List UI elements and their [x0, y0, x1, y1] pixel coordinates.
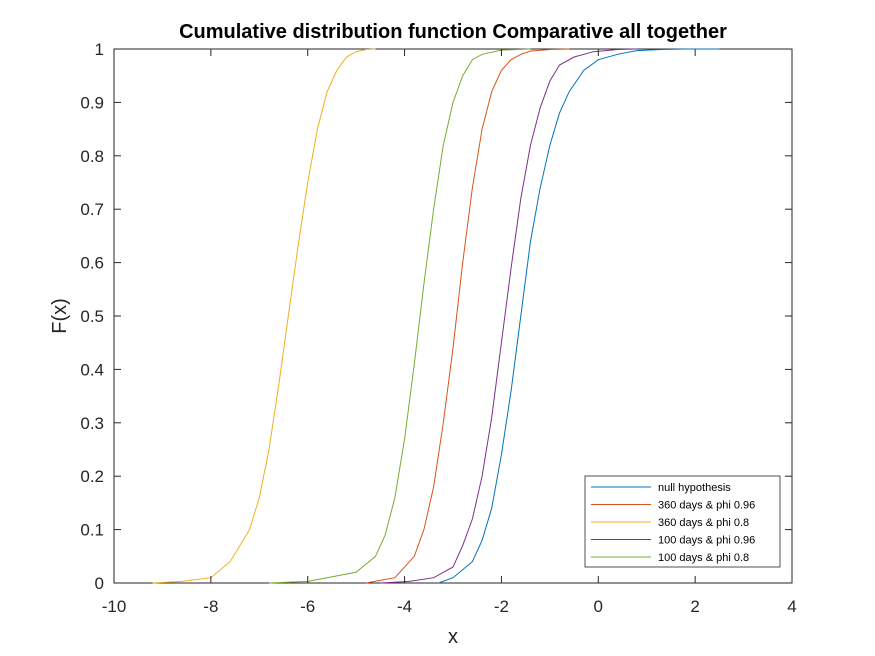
legend-label-2: 360 days & phi 0.96	[658, 500, 755, 512]
legend-label-4: 100 days & phi 0.96	[658, 535, 755, 547]
x-tick-label: 2	[690, 597, 699, 616]
y-tick-label: 0.1	[80, 521, 104, 540]
y-tick-label: 0.2	[80, 467, 104, 486]
y-tick-label: 0.7	[80, 200, 104, 219]
y-axis-label: F(x)	[49, 298, 71, 334]
x-axis-label: x	[448, 626, 458, 648]
y-tick-label: 0.4	[80, 360, 104, 379]
y-tick-label: 0.9	[80, 93, 104, 112]
chart-title: Cumulative distribution function Compara…	[179, 21, 727, 43]
series-line-1	[438, 48, 720, 584]
y-tick-label: 0.3	[80, 414, 104, 433]
legend: null hypothesis 360 days & phi 0.96 360 da…	[584, 475, 781, 568]
tick-layer: -10 -8 -6 -4 -2 0 2 4 0 0.1 0.2 0.3 0.4 0.5 0.6 0.7 0.8 0…	[80, 40, 796, 616]
x-tick-label: -6	[300, 597, 315, 616]
x-tick-label: -10	[102, 597, 127, 616]
series-line-3	[152, 48, 376, 584]
x-tick-label: -4	[397, 597, 412, 616]
y-tick-label: 0.5	[80, 307, 104, 326]
x-tick-label: -8	[203, 597, 218, 616]
legend-label-3: 360 days & phi 0.8	[658, 517, 749, 529]
legend-label-1: null hypothesis	[658, 482, 731, 494]
series-line-2	[365, 48, 570, 584]
legend-label-5: 100 days & phi 0.8	[658, 552, 749, 564]
x-tick-label: -2	[494, 597, 509, 616]
x-tick-label: 4	[787, 597, 796, 616]
y-tick-label: 1	[95, 40, 104, 59]
x-tick-label: 0	[594, 597, 603, 616]
y-tick-label: 0.6	[80, 254, 104, 273]
series-layer	[152, 48, 720, 584]
series-line-5	[268, 48, 531, 584]
y-tick-label: 0	[95, 574, 104, 593]
legend-items: null hypothesis 360 days & phi 0.96 360 da…	[591, 482, 755, 564]
y-tick-label: 0.8	[80, 147, 104, 166]
series-line-4	[380, 48, 638, 584]
